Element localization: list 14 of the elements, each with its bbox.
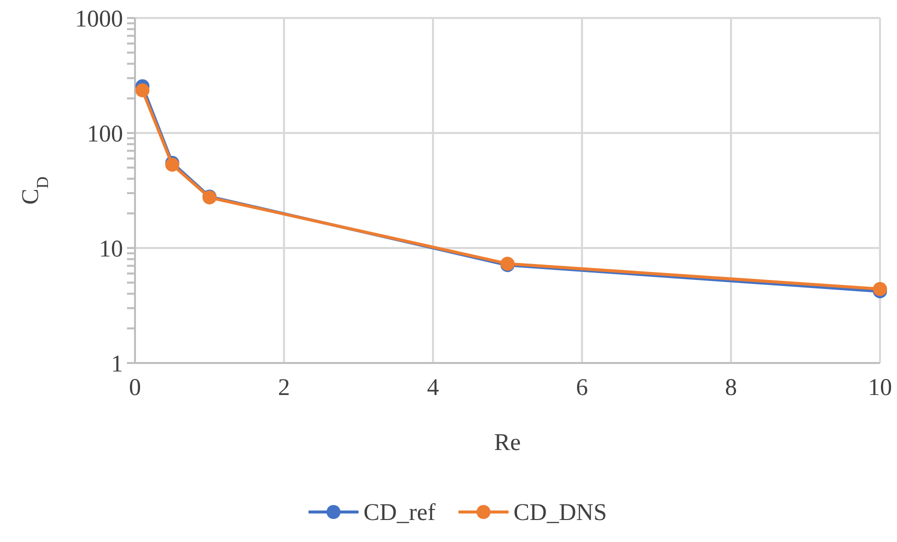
x-tick-label: 0 — [129, 375, 141, 401]
legend-label: CD_DNS — [514, 500, 607, 526]
y-tick-label: 10 — [99, 236, 123, 262]
y-tick-label: 1000 — [75, 6, 123, 32]
x-tick-label: 6 — [576, 375, 588, 401]
y-tick-label: 1 — [111, 351, 123, 378]
x-tick-label: 8 — [725, 375, 737, 401]
legend-label: CD_ref — [364, 500, 436, 526]
x-tick-label: 10 — [868, 375, 892, 401]
point — [135, 83, 150, 98]
x-axis-title: Re — [494, 430, 521, 456]
x-tick-label: 2 — [278, 375, 290, 401]
x-tick-label: 4 — [427, 375, 439, 401]
y-tick-label: 100 — [87, 121, 123, 148]
